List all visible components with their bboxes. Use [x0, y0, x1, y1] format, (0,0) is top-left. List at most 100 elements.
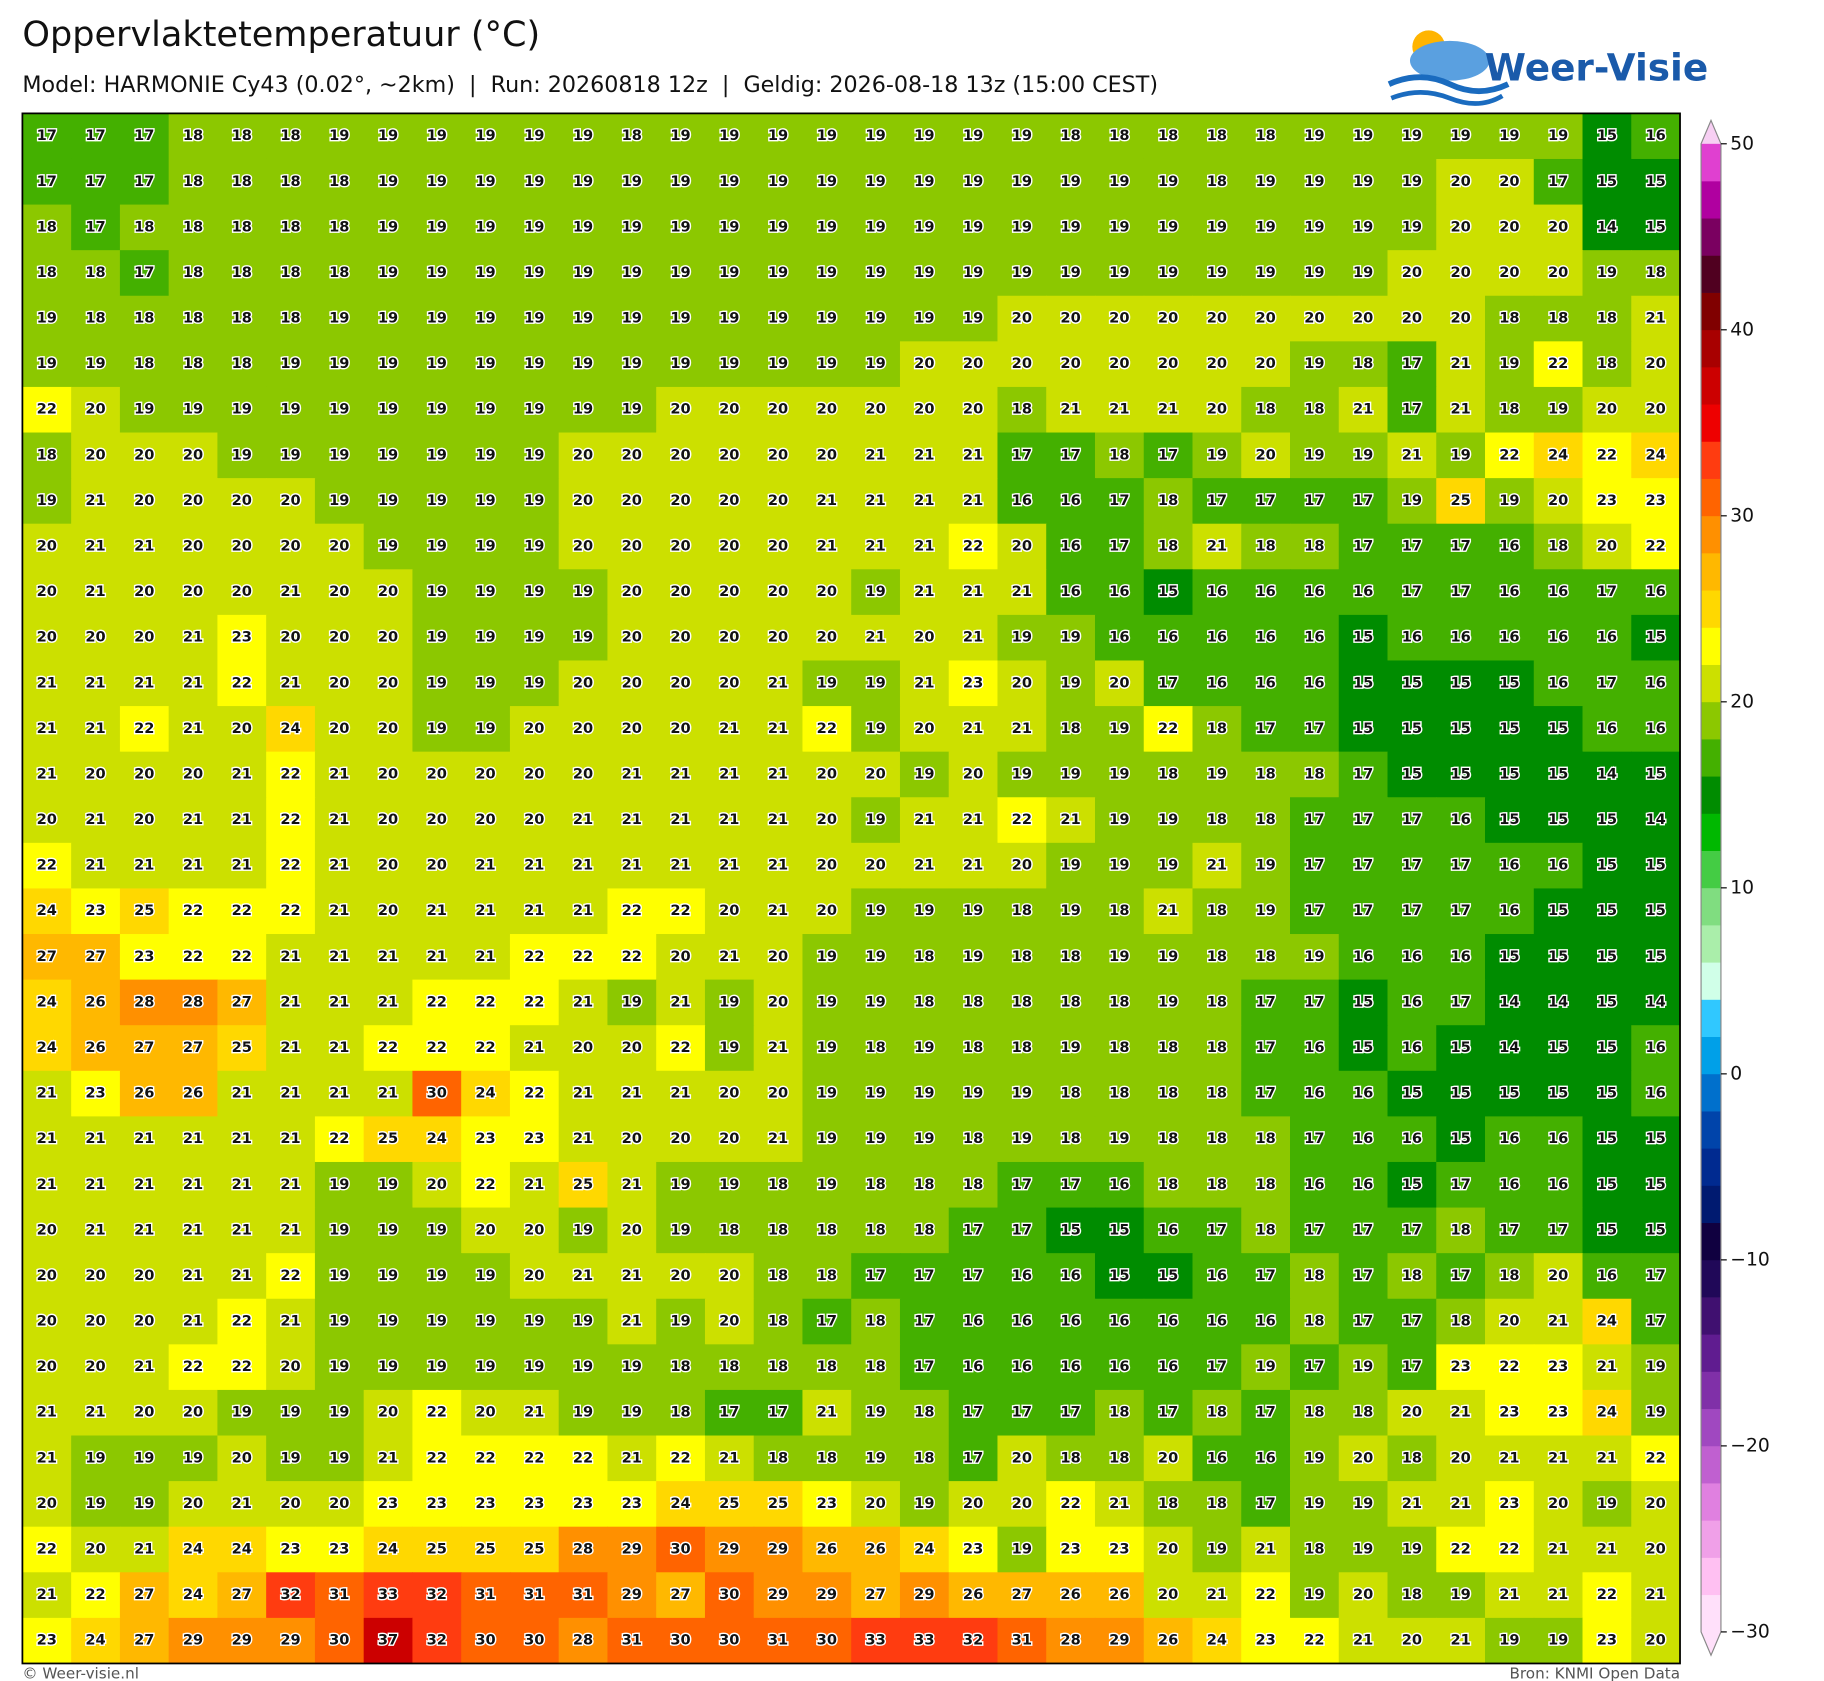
temperature-label: 21 — [719, 1449, 739, 1466]
temperature-cell — [71, 614, 121, 662]
temperature-cell — [412, 113, 462, 160]
temperature-cell — [412, 1389, 462, 1437]
temperature-cell — [1338, 842, 1389, 890]
temperature-cell — [1143, 660, 1194, 707]
temperature-cell — [1533, 1344, 1584, 1391]
temperature-label: 23 — [475, 1130, 495, 1147]
temperature-label: 19 — [670, 1176, 690, 1193]
temperature-cell — [412, 295, 462, 342]
temperature-label: 22 — [963, 538, 983, 555]
temperature-label: 17 — [37, 173, 57, 190]
temperature-label: 19 — [1402, 492, 1422, 509]
temperature-label: 20 — [719, 446, 739, 463]
temperature-cell — [71, 1435, 121, 1482]
temperature-cell — [1631, 1344, 1681, 1391]
temperature-cell — [607, 1161, 657, 1209]
temperature-label: 17 — [85, 127, 105, 144]
temperature-label: 19 — [573, 629, 593, 646]
temperature-label: 21 — [37, 674, 57, 691]
temperature-cell — [851, 660, 901, 707]
temperature-cell — [802, 888, 852, 935]
temperature-cell — [607, 1344, 657, 1391]
temperature-cell — [119, 1572, 170, 1619]
temperature-cell — [119, 1344, 170, 1391]
temperature-label: 22 — [280, 1267, 300, 1284]
temperature-label: 23 — [232, 629, 252, 646]
temperature-label: 20 — [865, 401, 885, 418]
temperature-label: 19 — [1304, 1495, 1324, 1512]
temperature-label: 20 — [280, 538, 300, 555]
temperature-label: 16 — [1450, 811, 1470, 828]
temperature-label: 20 — [232, 1449, 252, 1466]
temperature-cell — [656, 1617, 706, 1665]
temperature-label: 23 — [524, 1495, 544, 1512]
temperature-label: 20 — [670, 1130, 690, 1147]
temperature-cell — [22, 888, 72, 935]
temperature-label: 21 — [573, 1130, 593, 1147]
temperature-cell — [1289, 295, 1340, 342]
temperature-label: 22 — [1012, 811, 1032, 828]
temperature-cell — [217, 1572, 267, 1619]
temperature-label: 15 — [1645, 218, 1665, 235]
temperature-label: 19 — [817, 948, 837, 965]
temperature-label: 25 — [573, 1176, 593, 1193]
temperature-cell — [1485, 569, 1535, 616]
temperature-cell — [802, 478, 852, 525]
temperature-label: 15 — [1548, 948, 1568, 965]
temperature-cell — [168, 1526, 219, 1573]
temperature-cell — [753, 1389, 804, 1437]
temperature-label: 20 — [1645, 1540, 1665, 1557]
temperature-cell — [1241, 478, 1291, 525]
temperature-label: 19 — [963, 310, 983, 327]
temperature-label: 19 — [475, 1267, 495, 1284]
temperature-label: 21 — [719, 857, 739, 874]
temperature-cell — [412, 797, 462, 844]
temperature-label: 19 — [865, 720, 885, 737]
temperature-label: 19 — [865, 811, 885, 828]
temperature-cell — [997, 1070, 1047, 1117]
temperature-cell — [1631, 1389, 1681, 1437]
temperature-cell — [1046, 1389, 1096, 1437]
temperature-label: 20 — [768, 492, 788, 509]
temperature-label: 18 — [85, 264, 105, 281]
temperature-cell — [1631, 523, 1681, 570]
temperature-label: 20 — [1255, 446, 1275, 463]
temperature-cell — [1485, 979, 1535, 1026]
temperature-label: 15 — [1597, 127, 1617, 144]
temperature-cell — [314, 1070, 365, 1117]
temperature-label: 20 — [670, 538, 690, 555]
temperature-cell — [314, 706, 365, 753]
temperature-label: 19 — [1207, 264, 1227, 281]
temperature-cell — [851, 614, 901, 662]
temperature-label: 23 — [475, 1495, 495, 1512]
temperature-cell — [314, 1389, 365, 1437]
temperature-label: 20 — [865, 1495, 885, 1512]
temperature-cell — [119, 386, 170, 434]
temperature-label: 17 — [1402, 1358, 1422, 1375]
temperature-label: 20 — [1255, 355, 1275, 372]
temperature-cell — [1338, 1389, 1389, 1437]
temperature-label: 18 — [232, 355, 252, 372]
temperature-cell — [1143, 979, 1194, 1026]
temperature-label: 18 — [134, 355, 154, 372]
temperature-cell — [948, 569, 999, 616]
temperature-cell — [802, 158, 852, 206]
temperature-cell — [509, 1025, 560, 1072]
temperature-label: 29 — [768, 1586, 788, 1603]
temperature-cell — [1485, 1253, 1535, 1300]
temperature-label: 20 — [817, 811, 837, 828]
temperature-label: 19 — [427, 1313, 447, 1330]
temperature-label: 19 — [1450, 127, 1470, 144]
colorbar-segment — [1701, 329, 1721, 368]
temperature-cell — [1582, 158, 1632, 206]
temperature-label: 19 — [1304, 127, 1324, 144]
temperature-label: 20 — [1158, 355, 1178, 372]
temperature-cell — [948, 979, 999, 1026]
temperature-cell — [1485, 341, 1535, 388]
temperature-cell — [1485, 250, 1535, 297]
temperature-cell — [1338, 979, 1389, 1026]
temperature-label: 29 — [914, 1586, 934, 1603]
temperature-cell — [1241, 341, 1291, 388]
temperature-cell — [1192, 386, 1242, 434]
temperature-cell — [948, 1298, 999, 1345]
